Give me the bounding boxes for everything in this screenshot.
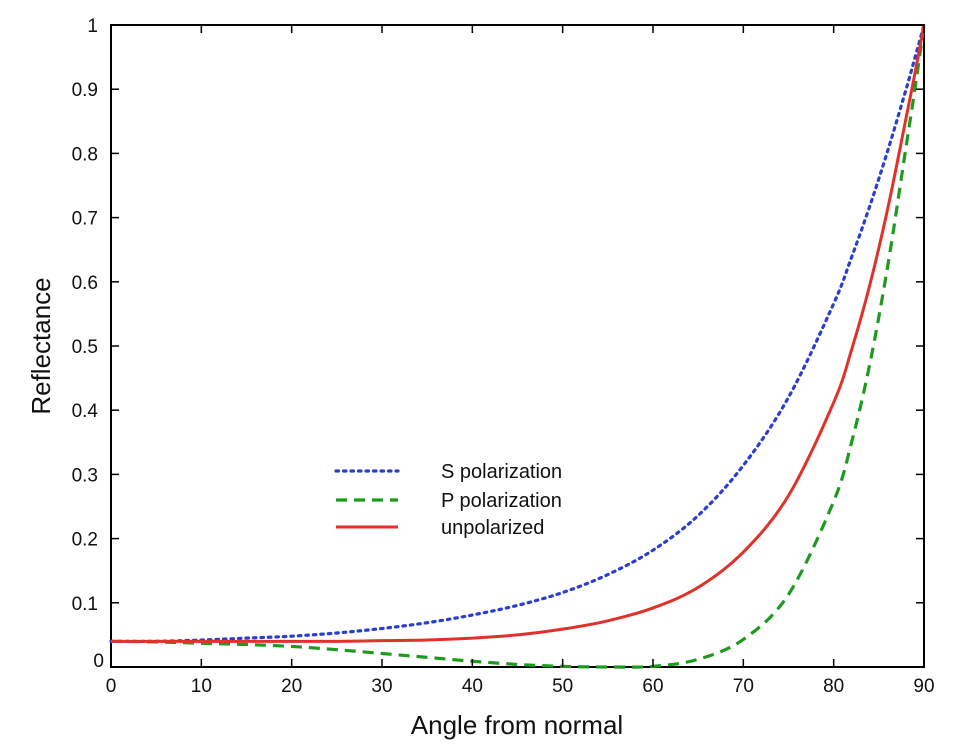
y-tick-label: 0.4 [72, 401, 99, 422]
y-axis-title: Reflectance [26, 277, 56, 414]
x-axis-ticks [110, 25, 925, 667]
x-tick-label: 70 [733, 676, 754, 697]
x-tick-label: 30 [371, 676, 392, 697]
x-axis-title: Angle from normal [411, 710, 623, 740]
y-tick-label: 0.6 [72, 273, 98, 294]
x-tick-label: 50 [552, 676, 573, 697]
x-tick-label: 20 [281, 676, 302, 697]
x-tick-label: 0 [106, 676, 117, 697]
x-axis-tick-labels: 0 10 20 30 40 50 60 70 80 90 [106, 676, 935, 697]
plot-frame [110, 24, 925, 668]
legend-label-s-polarization: S polarization [441, 461, 562, 483]
legend-entry-s-polarization: S polarization [334, 461, 562, 483]
series-layer [109, 23, 926, 669]
x-tick-label: 60 [642, 676, 663, 697]
x-tick-label: 40 [462, 676, 483, 697]
y-tick-label: 0.7 [72, 209, 98, 230]
y-tick-label: 0.5 [72, 337, 98, 358]
y-tick-label: 0.2 [72, 530, 98, 551]
y-tick-label: 0.1 [72, 594, 98, 615]
x-tick-label: 80 [823, 676, 844, 697]
y-axis-ticks [111, 24, 924, 668]
legend-label-p-polarization: P polarization [441, 490, 562, 512]
series-line-unpolarized [110, 24, 926, 643]
legend-entry-p-polarization: P polarization [336, 490, 562, 512]
y-tick-label: 0.3 [72, 465, 98, 486]
y-tick-label: 0 [93, 651, 104, 672]
x-tick-label: 10 [191, 676, 212, 697]
y-tick-label: 0.9 [72, 80, 98, 101]
series-line-s-polarization [109, 23, 926, 644]
legend-entry-unpolarized: unpolarized [336, 517, 544, 539]
y-tick-label: 1 [87, 16, 98, 37]
legend-label-unpolarized: unpolarized [441, 517, 544, 539]
y-axis-tick-labels: 0 0.1 0.2 0.3 0.4 0.5 0.6 0.7 0.8 0.9 1 [72, 16, 104, 672]
plot-area [109, 23, 926, 669]
y-tick-label: 0.8 [72, 144, 98, 165]
legend: S polarization P polarization unpolarize… [334, 461, 562, 539]
x-tick-label: 90 [913, 676, 934, 697]
series-line-p-polarization [110, 24, 926, 669]
